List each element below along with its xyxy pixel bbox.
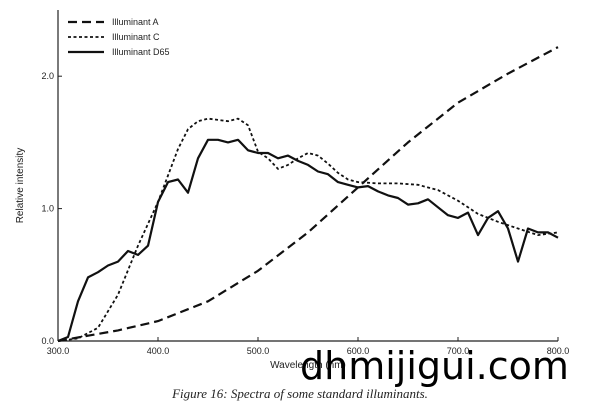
legend: Illuminant A Illuminant C Illuminant D65 xyxy=(68,17,170,57)
series-line-illuminant-d65 xyxy=(57,138,559,343)
y-tick-label: 2.0 xyxy=(41,71,54,81)
x-tick-label: 500.0 xyxy=(247,346,270,356)
x-axis-label: Wavelength (nm) xyxy=(270,360,346,371)
ticks: 300.0 400.0 500.0 600.0 700.0 800.0 0.0 1.0 2.0 W… xyxy=(15,71,569,371)
axes xyxy=(57,10,558,342)
legend-label: Illuminant D65 xyxy=(112,47,170,57)
x-tick-label: 800.0 xyxy=(547,346,570,356)
x-tick-label: 700.0 xyxy=(447,346,470,356)
series-line-illuminant-a xyxy=(57,46,559,343)
legend-label: Illuminant C xyxy=(112,32,160,42)
legend-label: Illuminant A xyxy=(112,17,159,27)
figure-caption: Figure 16: Spectra of some standard illu… xyxy=(172,386,428,401)
x-tick-label: 400.0 xyxy=(147,346,170,356)
x-tick-label: 600.0 xyxy=(347,346,370,356)
x-tick-label: 300.0 xyxy=(47,346,70,356)
y-tick-label: 0.0 xyxy=(41,336,54,346)
y-axis-label: Relative intensity xyxy=(15,148,26,224)
y-tick-label: 1.0 xyxy=(41,204,54,214)
series-line-illuminant-c xyxy=(57,117,559,342)
watermark: dhmijigui.com xyxy=(300,344,569,388)
series-lines xyxy=(57,46,559,343)
